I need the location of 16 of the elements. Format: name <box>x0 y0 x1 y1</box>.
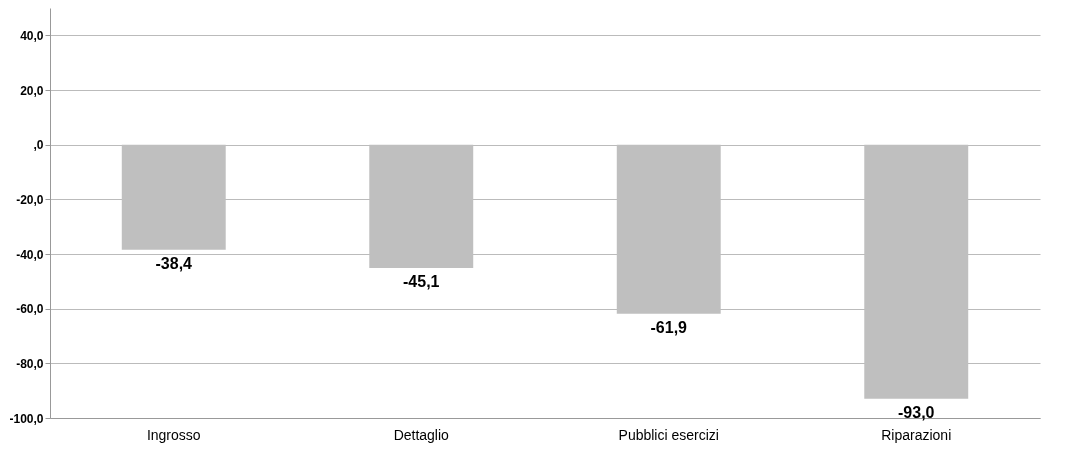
y-tick-label: -60,0 <box>16 302 44 317</box>
y-tick-label: 20,0 <box>20 83 44 98</box>
y-tick-label: -40,0 <box>16 247 44 262</box>
x-tick-label: Ingrosso <box>146 426 201 443</box>
y-tick-label: 40,0 <box>20 28 44 43</box>
y-tick-label: -20,0 <box>16 192 44 207</box>
y-tick-label: -80,0 <box>16 356 44 371</box>
data-label: -93,0 <box>898 403 935 421</box>
data-label: -45,1 <box>403 272 440 290</box>
x-tick-label: Dettaglio <box>393 426 450 443</box>
y-tick-label: ,0 <box>33 138 44 153</box>
data-label: -38,4 <box>155 254 193 272</box>
x-tick-label: Riparazioni <box>881 426 952 443</box>
data-label: -61,9 <box>650 318 688 336</box>
x-tick-label: Pubblici esercizi <box>618 426 719 443</box>
y-tick-label: -100,0 <box>9 411 44 426</box>
